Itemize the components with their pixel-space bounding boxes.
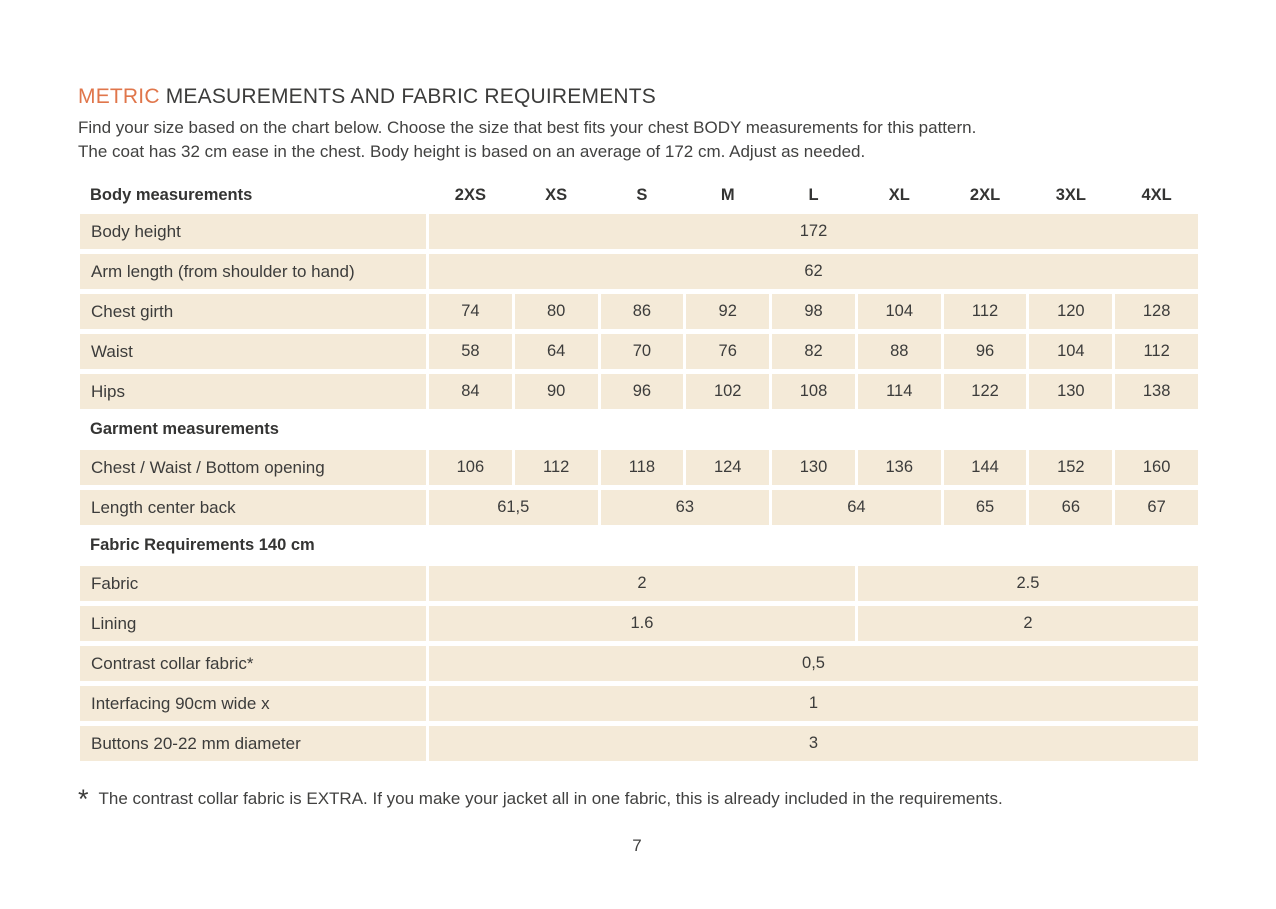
table-value-cell: 118 (600, 450, 684, 485)
table-row-label: Interfacing 90cm wide x (80, 686, 426, 721)
table-row-label: Arm length (from shoulder to hand) (80, 254, 426, 289)
table-value-cell: 64 (514, 334, 598, 369)
table-value-cell: 124 (686, 450, 770, 485)
table-row-label: Waist (80, 334, 426, 369)
table-value-cell: 92 (686, 294, 770, 329)
table-value-cell: 152 (1029, 450, 1113, 485)
table-row-label: Lining (80, 606, 426, 641)
size-column-header: M (720, 186, 735, 204)
table-value-cell: 76 (686, 334, 770, 369)
intro-line-2: The coat has 32 cm ease in the chest. Bo… (78, 142, 866, 161)
size-column-header: L (808, 186, 819, 204)
table-value-cell: 114 (857, 374, 941, 409)
measurements-table: Body measurements 2XS XS S M L XL 2XL 3XL 4XL Body… (80, 181, 1198, 761)
intro-line-1: Find your size based on the chart below.… (78, 118, 977, 137)
table-row-label: Chest / Waist / Bottom opening (80, 450, 426, 485)
size-column-header: S (636, 186, 648, 204)
size-column-header: 2XL (969, 186, 1001, 204)
table-value-cell: 58 (429, 334, 512, 369)
table-value-cell: 130 (1029, 374, 1113, 409)
table-value-cell: 160 (1115, 450, 1198, 485)
table-value-cell: 112 (514, 450, 598, 485)
intro-text: Find your size based on the chart below.… (78, 116, 1196, 164)
size-column-header: XL (888, 186, 910, 204)
table-value-cell: 84 (429, 374, 512, 409)
footnote-text: The contrast collar fabric is EXTRA. If … (98, 789, 1003, 808)
table-value-cell: 96 (943, 334, 1027, 369)
table-value-cell: 67 (1115, 490, 1198, 525)
table-value-cell: 74 (429, 294, 512, 329)
table-value-cell: 172 (429, 214, 1198, 249)
table-value-cell: 98 (772, 294, 855, 329)
size-column-header: 4XL (1141, 186, 1172, 204)
table-value-cell: 108 (772, 374, 855, 409)
table-row-label: Length center back (80, 490, 426, 525)
size-column-header: 3XL (1055, 186, 1086, 204)
table-value-cell: 82 (772, 334, 855, 369)
table-value-cell: 96 (600, 374, 684, 409)
table-value-cell: 106 (429, 450, 512, 485)
table-value-cell: 63 (600, 490, 770, 525)
table-row-label: Buttons 20-22 mm diameter (80, 726, 426, 761)
table-value-cell: 102 (686, 374, 770, 409)
table-value-cell: 1 (429, 686, 1198, 721)
table-value-cell: 130 (772, 450, 855, 485)
table-value-cell: 66 (1029, 490, 1113, 525)
table-row-label: Contrast collar fabric* (80, 646, 426, 681)
table-value-cell: 0,5 (429, 646, 1198, 681)
table-value-cell: 2.5 (857, 566, 1198, 601)
table-value-cell: 138 (1115, 374, 1198, 409)
page-title-highlight: METRIC (78, 85, 160, 108)
size-column-header: 2XS (454, 186, 486, 204)
table-value-cell: 144 (943, 450, 1027, 485)
table-row-label: Body height (80, 214, 426, 249)
table-value-cell: 65 (943, 490, 1027, 525)
table-value-cell: 90 (514, 374, 598, 409)
page-title: METRIC MEASUREMENTS AND FABRIC REQUIREME… (78, 84, 1196, 109)
table-value-cell: 64 (772, 490, 941, 525)
table-value-cell: 88 (857, 334, 941, 369)
document-page: METRIC MEASUREMENTS AND FABRIC REQUIREME… (78, 84, 1198, 856)
table-value-cell: 86 (600, 294, 684, 329)
table-value-cell: 112 (943, 294, 1027, 329)
page-title-rest: MEASUREMENTS AND FABRIC REQUIREMENTS (159, 85, 656, 108)
table-value-cell: 120 (1029, 294, 1113, 329)
table-row-label: Fabric (80, 566, 426, 601)
table-value-cell: 104 (1029, 334, 1113, 369)
table-value-cell: 128 (1115, 294, 1198, 329)
table-row-label: Hips (80, 374, 426, 409)
section-header: Garment measurements (90, 420, 279, 438)
footnote: * The contrast collar fabric is EXTRA. I… (78, 784, 1196, 814)
table-value-cell: 3 (429, 726, 1198, 761)
table-value-cell: 112 (1115, 334, 1198, 369)
section-header: Fabric Requirements 140 cm (90, 536, 315, 554)
size-column-header: XS (545, 186, 568, 204)
table-value-cell: 62 (429, 254, 1198, 289)
table-value-cell: 122 (943, 374, 1027, 409)
table-value-cell: 2 (429, 566, 855, 601)
table-value-cell: 70 (600, 334, 684, 369)
table-value-cell: 61,5 (429, 490, 598, 525)
page-number: 7 (632, 836, 642, 855)
table-value-cell: 80 (514, 294, 598, 329)
table-row-label: Chest girth (80, 294, 426, 329)
asterisk-marker: * (78, 784, 89, 814)
table-value-cell: 1.6 (429, 606, 855, 641)
table-value-cell: 104 (857, 294, 941, 329)
table-value-cell: 136 (857, 450, 941, 485)
table-head-label: Body measurements (90, 186, 253, 204)
table-value-cell: 2 (857, 606, 1198, 641)
